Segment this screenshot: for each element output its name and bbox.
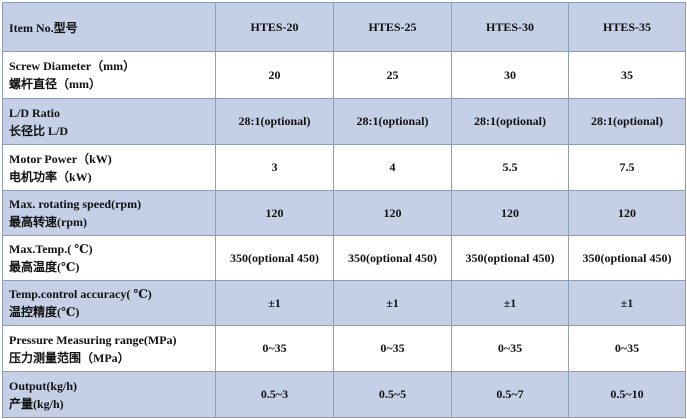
- table-row: Max. rotating speed(rpm) 最高转速(rpm) 120 120 1…: [2, 190, 686, 236]
- row-label: Screw Diameter（mm） 螺杆直径（mm）: [2, 51, 216, 99]
- table-cell: ±1: [568, 280, 686, 326]
- row-label-en: Pressure Measuring range(MPa): [9, 332, 177, 347]
- row-label: Pressure Measuring range(MPa) 压力测量范围（MPa）: [2, 325, 216, 372]
- header-model: HTES-20: [215, 2, 334, 52]
- table-cell: 0~35: [333, 325, 452, 372]
- row-label-en: Max. rotating speed(rpm): [9, 197, 142, 211]
- row-label-en: Max.Temp.( ℃): [9, 242, 93, 256]
- table-cell: 0.5~5: [333, 371, 452, 418]
- row-label: Max.Temp.( ℃) 最高温度(℃): [2, 235, 216, 281]
- row-label-zh: 最高温度(℃): [9, 260, 80, 274]
- table-cell: 28:1(optional): [568, 98, 686, 145]
- table-row: Screw Diameter（mm） 螺杆直径（mm） 20 25 30 35: [2, 51, 686, 99]
- row-label: Temp.control accuracy( ℃) 温控精度(℃): [2, 280, 216, 326]
- row-label-en: Motor Power（kW): [9, 151, 112, 166]
- table-cell: 120: [215, 190, 334, 236]
- table-cell: 0.5~3: [215, 371, 334, 418]
- table-row: Pressure Measuring range(MPa) 压力测量范围（MPa）…: [2, 325, 686, 372]
- table-cell: 3: [215, 144, 334, 191]
- row-label-zh: 电机功率（kW): [9, 169, 92, 184]
- row-label-zh: 产量(kg/h): [9, 396, 64, 411]
- row-label: Output(kg/h) 产量(kg/h): [2, 371, 216, 418]
- table-cell: 0~35: [451, 325, 569, 372]
- header-model: HTES-30: [451, 2, 569, 52]
- table-cell: 28:1(optional): [333, 98, 452, 145]
- table-cell: 35: [568, 51, 686, 99]
- row-label-en: Screw Diameter（mm）: [9, 59, 136, 73]
- row-label-zh: 压力测量范围（MPa）: [9, 350, 130, 365]
- table-cell: ±1: [451, 280, 569, 326]
- table-cell: 5.5: [451, 144, 569, 191]
- table-cell: 350(optional 450): [568, 235, 686, 281]
- row-label-en: L/D Ratio: [9, 105, 60, 120]
- table-cell: ±1: [333, 280, 452, 326]
- row-label: L/D Ratio 长径比 L/D: [2, 98, 216, 145]
- row-label-zh: 螺杆直径（mm）: [9, 77, 101, 91]
- header-model: HTES-35: [568, 2, 686, 52]
- table-cell: 4: [333, 144, 452, 191]
- table-row: Max.Temp.( ℃) 最高温度(℃) 350(optional 450) 350…: [2, 235, 686, 281]
- table-cell: ±1: [215, 280, 334, 326]
- table-row: Motor Power（kW) 电机功率（kW) 3 4 5.5 7.5: [2, 144, 686, 191]
- row-label-zh: 长径比 L/D: [9, 123, 69, 138]
- table-cell: 0~35: [215, 325, 334, 372]
- row-label: Max. rotating speed(rpm) 最高转速(rpm): [2, 190, 216, 236]
- table-cell: 120: [568, 190, 686, 236]
- table-cell: 7.5: [568, 144, 686, 191]
- table-row: Output(kg/h) 产量(kg/h) 0.5~3 0.5~5 0.5~7 0.5~1…: [2, 371, 686, 418]
- row-label: Motor Power（kW) 电机功率（kW): [2, 144, 216, 191]
- header-model: HTES-25: [333, 2, 452, 52]
- header-item-label: Item No.型号: [2, 2, 216, 52]
- header-row: Item No.型号 HTES-20 HTES-25 HTES-30 HTES-…: [2, 2, 686, 52]
- table-row: Temp.control accuracy( ℃) 温控精度(℃) ±1 ±1 ±1 ±1: [2, 280, 686, 326]
- row-label-en: Temp.control accuracy( ℃): [9, 287, 152, 301]
- table-cell: 20: [215, 51, 334, 99]
- table-row: L/D Ratio 长径比 L/D 28:1(optional) 28:1(optio…: [2, 98, 686, 145]
- table-cell: 120: [451, 190, 569, 236]
- table-cell: 120: [333, 190, 452, 236]
- table-cell: 350(optional 450): [215, 235, 334, 281]
- table-cell: 30: [451, 51, 569, 99]
- table-cell: 0.5~10: [568, 371, 686, 418]
- row-label-zh: 温控精度(℃): [9, 305, 80, 319]
- table-cell: 350(optional 450): [333, 235, 452, 281]
- table-cell: 28:1(optional): [451, 98, 569, 145]
- table-cell: 28:1(optional): [215, 98, 334, 145]
- row-label-en: Output(kg/h): [9, 378, 78, 393]
- table-cell: 25: [333, 51, 452, 99]
- table-cell: 0~35: [568, 325, 686, 372]
- table-cell: 350(optional 450): [451, 235, 569, 281]
- table-cell: 0.5~7: [451, 371, 569, 418]
- row-label-zh: 最高转速(rpm): [9, 215, 87, 229]
